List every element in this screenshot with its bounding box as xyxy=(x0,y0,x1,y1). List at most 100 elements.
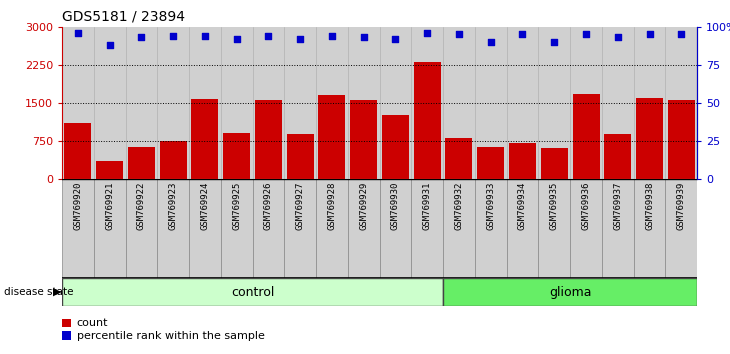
Bar xyxy=(443,27,475,179)
FancyBboxPatch shape xyxy=(412,179,443,278)
Text: GSM769939: GSM769939 xyxy=(677,182,685,230)
Bar xyxy=(602,27,634,179)
Bar xyxy=(285,27,316,179)
Bar xyxy=(668,100,695,179)
Text: GSM769926: GSM769926 xyxy=(264,182,273,230)
Bar xyxy=(380,27,412,179)
Bar xyxy=(507,27,539,179)
FancyBboxPatch shape xyxy=(666,179,697,278)
Bar xyxy=(287,134,314,179)
Point xyxy=(580,32,592,37)
Text: GSM769922: GSM769922 xyxy=(137,182,146,230)
Point xyxy=(263,33,274,39)
Text: GSM769930: GSM769930 xyxy=(391,182,400,230)
Text: control: control xyxy=(231,286,274,298)
Text: GSM769936: GSM769936 xyxy=(582,182,591,230)
Point xyxy=(136,34,147,40)
Bar xyxy=(666,27,697,179)
Bar xyxy=(158,27,189,179)
Point xyxy=(390,36,402,41)
Text: GSM769933: GSM769933 xyxy=(486,182,495,230)
FancyBboxPatch shape xyxy=(348,179,380,278)
Bar xyxy=(539,27,570,179)
Bar xyxy=(350,100,377,179)
Bar xyxy=(255,100,282,179)
FancyBboxPatch shape xyxy=(189,179,221,278)
Point xyxy=(517,32,529,37)
Text: count: count xyxy=(77,318,108,328)
Bar xyxy=(570,27,602,179)
Text: glioma: glioma xyxy=(549,286,591,298)
Bar xyxy=(445,138,472,179)
Bar xyxy=(414,62,441,179)
FancyBboxPatch shape xyxy=(634,179,666,278)
Point xyxy=(167,33,179,39)
Point xyxy=(644,32,656,37)
Bar xyxy=(191,99,218,179)
Point xyxy=(104,42,115,48)
Text: GSM769927: GSM769927 xyxy=(296,182,304,230)
Bar xyxy=(541,148,568,179)
Bar xyxy=(223,133,250,179)
FancyBboxPatch shape xyxy=(221,179,253,278)
Bar xyxy=(96,161,123,179)
Bar xyxy=(189,27,221,179)
FancyBboxPatch shape xyxy=(475,179,507,278)
Text: GSM769932: GSM769932 xyxy=(455,182,464,230)
FancyBboxPatch shape xyxy=(539,179,570,278)
FancyBboxPatch shape xyxy=(570,179,602,278)
FancyBboxPatch shape xyxy=(62,179,93,278)
Point xyxy=(485,39,496,45)
Text: GSM769929: GSM769929 xyxy=(359,182,368,230)
FancyBboxPatch shape xyxy=(316,179,348,278)
Text: GSM769923: GSM769923 xyxy=(169,182,177,230)
Text: GSM769934: GSM769934 xyxy=(518,182,527,230)
Text: GSM769937: GSM769937 xyxy=(613,182,622,230)
Point xyxy=(421,30,433,35)
Text: GSM769938: GSM769938 xyxy=(645,182,654,230)
Text: GSM769928: GSM769928 xyxy=(328,182,337,230)
FancyBboxPatch shape xyxy=(443,179,475,278)
Bar xyxy=(316,27,348,179)
FancyBboxPatch shape xyxy=(380,179,412,278)
Point xyxy=(72,30,84,35)
Bar xyxy=(221,27,253,179)
FancyBboxPatch shape xyxy=(602,179,634,278)
Bar xyxy=(126,27,158,179)
Point xyxy=(199,33,211,39)
Text: GSM769931: GSM769931 xyxy=(423,182,431,230)
Bar xyxy=(160,141,187,179)
Text: percentile rank within the sample: percentile rank within the sample xyxy=(77,331,264,341)
Bar xyxy=(62,27,93,179)
Bar xyxy=(382,115,409,179)
Point xyxy=(294,36,306,41)
FancyBboxPatch shape xyxy=(93,179,126,278)
Bar xyxy=(318,95,345,179)
FancyBboxPatch shape xyxy=(126,179,158,278)
Point xyxy=(612,34,623,40)
Point xyxy=(358,34,369,40)
Bar xyxy=(634,27,666,179)
Text: GSM769924: GSM769924 xyxy=(201,182,210,230)
Text: GSM769921: GSM769921 xyxy=(105,182,114,230)
Bar xyxy=(477,147,504,179)
FancyBboxPatch shape xyxy=(285,179,316,278)
FancyBboxPatch shape xyxy=(507,179,539,278)
Bar xyxy=(572,93,599,179)
Point xyxy=(548,39,560,45)
Point xyxy=(453,32,465,37)
Point xyxy=(675,32,687,37)
Bar xyxy=(348,27,380,179)
Bar xyxy=(475,27,507,179)
FancyBboxPatch shape xyxy=(158,179,189,278)
Text: GSM769935: GSM769935 xyxy=(550,182,558,230)
Bar xyxy=(253,27,285,179)
Bar xyxy=(636,98,663,179)
FancyBboxPatch shape xyxy=(253,179,285,278)
Text: disease state: disease state xyxy=(4,287,73,297)
FancyBboxPatch shape xyxy=(62,278,443,306)
Text: ▶: ▶ xyxy=(53,287,61,297)
Bar xyxy=(412,27,443,179)
Point xyxy=(231,36,242,41)
Bar xyxy=(604,134,631,179)
